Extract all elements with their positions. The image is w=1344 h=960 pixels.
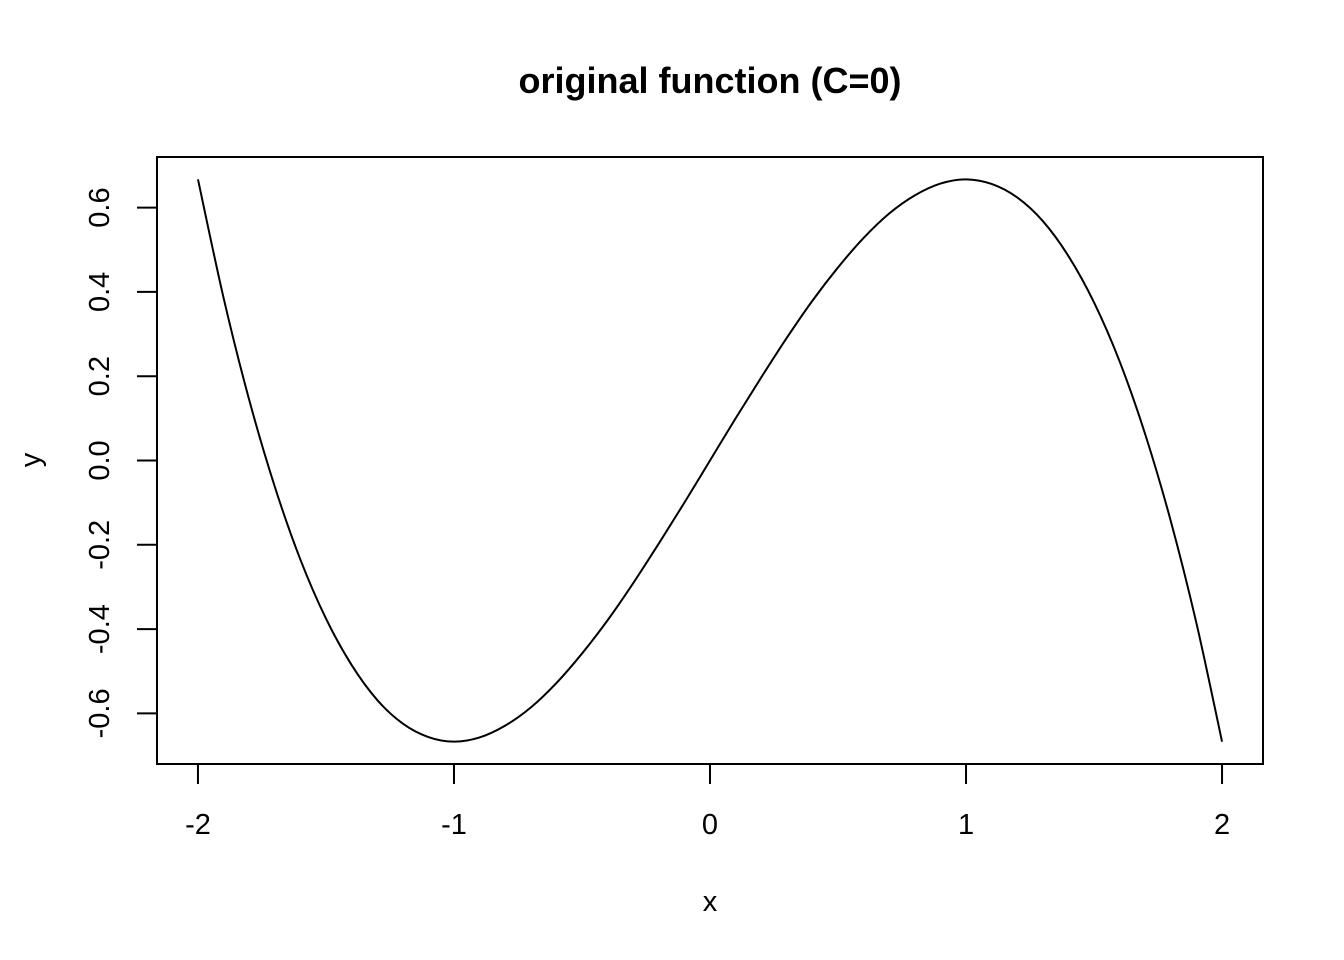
series-line bbox=[196, 178, 1224, 743]
y-tick-label: -0.2 bbox=[84, 520, 116, 570]
x-tick-label: 2 bbox=[1214, 809, 1230, 841]
x-tick-label: 0 bbox=[702, 809, 718, 841]
y-tick-label: 0.0 bbox=[84, 440, 116, 480]
y-tick-label: -0.4 bbox=[84, 604, 116, 654]
x-tick-label: -2 bbox=[185, 809, 211, 841]
y-tick-label: 0.2 bbox=[84, 356, 116, 396]
chart-title: original function (C=0) bbox=[519, 60, 902, 101]
y-tick-label: 0.6 bbox=[84, 187, 116, 227]
y-tick-label: 0.4 bbox=[84, 272, 116, 312]
x-axis-title: x bbox=[703, 886, 718, 918]
y-tick-label: -0.6 bbox=[84, 688, 116, 738]
y-axis-title: y bbox=[15, 452, 47, 467]
x-tick-label: 1 bbox=[958, 809, 974, 841]
x-tick-label: -1 bbox=[441, 809, 467, 841]
y-axis: -0.6 -0.4 -0.2 0.0 0.2 0.4 0.6 bbox=[84, 187, 158, 738]
x-axis: -2 -1 0 1 2 bbox=[185, 763, 1230, 841]
